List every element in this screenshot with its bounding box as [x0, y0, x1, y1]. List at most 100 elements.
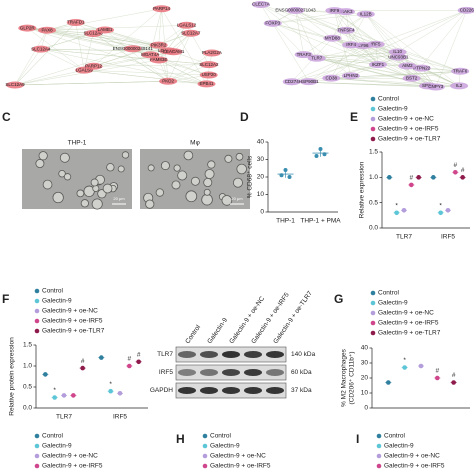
- cell: [121, 151, 130, 159]
- network-edge: [295, 10, 460, 87]
- y-tick-label: 1.5: [369, 149, 378, 156]
- cell: [63, 173, 72, 181]
- legend-swatch: [370, 96, 376, 102]
- legend-label: Galectin-9 + oe-IRF5: [42, 463, 103, 470]
- scale-label: 20 μm: [231, 196, 243, 201]
- significance-mark: #: [410, 175, 414, 182]
- legend-swatch: [370, 290, 376, 296]
- network-edge: [158, 8, 162, 46]
- cell: [236, 163, 247, 175]
- data-point: [445, 207, 451, 213]
- node-label: USP20: [202, 72, 217, 77]
- blot-band: [200, 369, 218, 376]
- node-label: MGAT4A: [141, 52, 159, 57]
- legend-label: Galectin-9 + oe-IRF5: [384, 463, 445, 470]
- legend-label: Control: [42, 288, 64, 295]
- network-edge: [365, 14, 460, 87]
- cell: [59, 152, 70, 163]
- network-node: [426, 83, 445, 91]
- node-label: IL12B: [360, 11, 372, 16]
- network-edge: [291, 44, 376, 82]
- network-edge: [332, 11, 347, 39]
- network-node: [197, 80, 216, 88]
- data-point: [409, 182, 414, 188]
- node-label: IL10: [393, 49, 402, 54]
- blot-band: [244, 369, 262, 376]
- network-node: [389, 53, 408, 61]
- y-tick-label: 30: [361, 360, 369, 367]
- node-label: UNC93B1: [388, 54, 409, 59]
- network-node: [402, 74, 421, 82]
- significance-mark: #: [81, 358, 85, 365]
- node-label: SLC12A4: [31, 46, 51, 51]
- significance-mark: #: [128, 356, 132, 363]
- protein-label: TLR7: [157, 351, 173, 358]
- network-edge: [351, 44, 436, 88]
- network-node: [263, 19, 282, 27]
- legend-label: Galectin-9 + oe-IRF5: [42, 318, 103, 325]
- y-tick-label: 0: [260, 209, 264, 216]
- legend-swatch: [34, 453, 40, 459]
- cell: [183, 150, 194, 161]
- node-label: CD226: [460, 8, 474, 13]
- data-point: [451, 380, 456, 385]
- node-label: LPHN2: [344, 73, 359, 78]
- protein-label: IRF5: [159, 369, 173, 376]
- network-edge: [272, 23, 352, 46]
- network-edge: [14, 30, 48, 86]
- blot-band: [200, 351, 218, 358]
- data-point: [52, 395, 57, 400]
- legend-swatch: [376, 433, 382, 439]
- y-axis-label: % M2 Macrophages: [341, 348, 348, 407]
- cell: [58, 169, 66, 178]
- protein-label: GAPDH: [150, 387, 173, 394]
- data-point: [314, 154, 319, 158]
- node-label: IRF4: [346, 42, 356, 47]
- node-label: IRAK3: [339, 9, 353, 14]
- legend-label: Galectin-9: [42, 443, 72, 450]
- network-edge: [167, 33, 191, 82]
- node-label: MYD88: [325, 35, 341, 40]
- cell: [35, 159, 45, 169]
- data-point: [136, 359, 141, 365]
- data-point: [127, 363, 132, 369]
- y-tick-label: 0.0: [23, 405, 32, 412]
- legend-label: Galectin-9: [378, 106, 408, 113]
- legend-swatch: [370, 330, 376, 336]
- network-edge: [83, 33, 94, 71]
- legend-swatch: [370, 126, 376, 132]
- node-label: PLA2G2A: [202, 50, 222, 55]
- network-node: [38, 26, 57, 34]
- network-edge: [260, 4, 351, 76]
- network-edge: [84, 69, 207, 85]
- legend-label: Galectin-9 + oe-NC: [378, 310, 434, 317]
- network-node: [159, 77, 178, 85]
- network-edge: [272, 14, 366, 24]
- x-tick-label: THP-1 + PMA: [300, 218, 341, 225]
- cell: [90, 178, 99, 187]
- panel-letter: E: [350, 110, 358, 124]
- y-tick-label: 40: [361, 345, 369, 352]
- network-edge: [295, 10, 408, 67]
- legend-swatch: [202, 453, 208, 459]
- cell: [177, 170, 188, 181]
- data-point: [99, 355, 104, 360]
- network-edge: [397, 10, 467, 53]
- cell: [147, 164, 155, 172]
- network-edge: [331, 77, 429, 87]
- network-edge: [206, 53, 213, 84]
- y-tick-label: 1.0: [23, 363, 32, 370]
- network-node: [177, 21, 196, 29]
- significance-mark: #: [452, 372, 456, 379]
- data-point: [418, 363, 424, 369]
- node-label: IRF5: [371, 42, 381, 47]
- node-label: PKD2: [162, 78, 174, 83]
- node-label: TRAFD1: [67, 20, 85, 25]
- node-label: SLC12A2: [199, 62, 219, 67]
- network-node: [66, 19, 85, 27]
- network-edge: [421, 67, 460, 87]
- legend-swatch: [34, 308, 40, 314]
- network-edge: [158, 25, 187, 61]
- network-node: [342, 41, 361, 49]
